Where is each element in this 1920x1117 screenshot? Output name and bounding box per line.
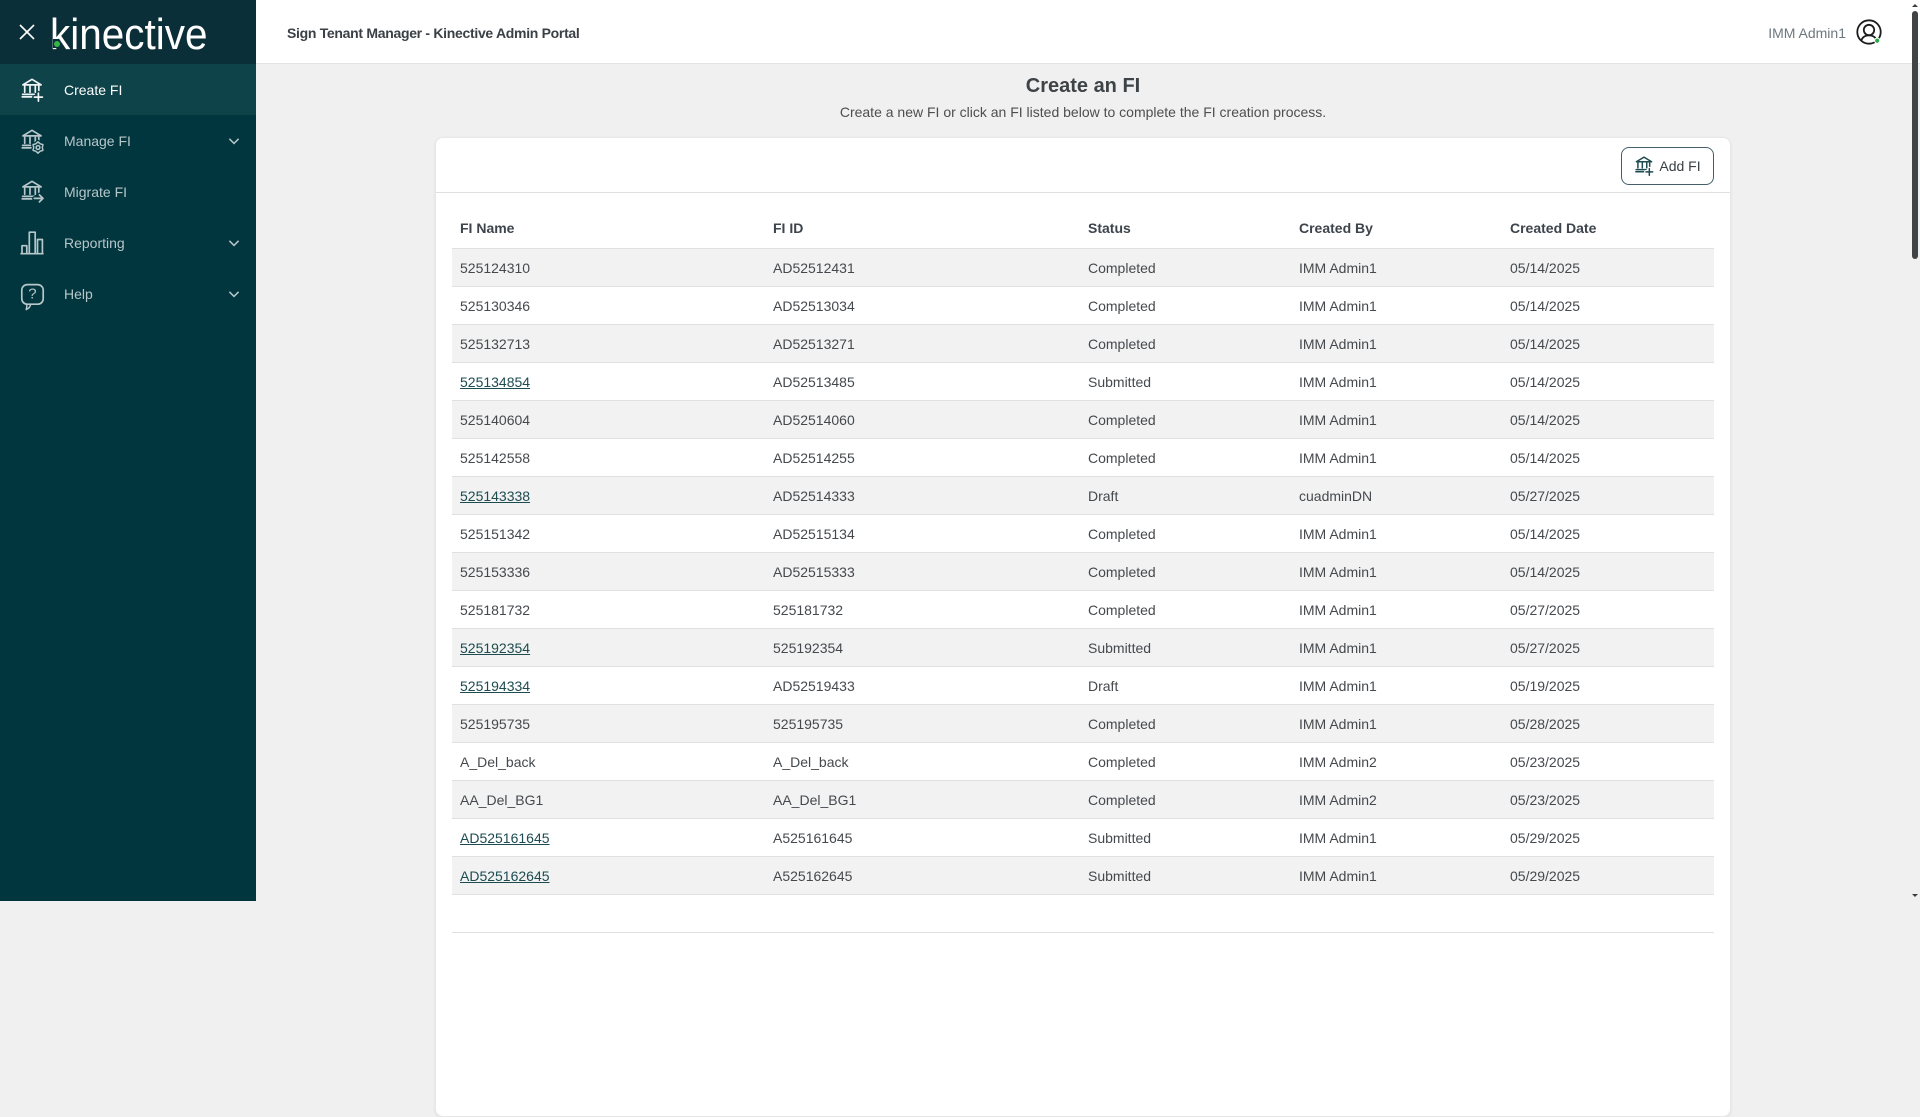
svg-text:?: ? [28,285,36,302]
